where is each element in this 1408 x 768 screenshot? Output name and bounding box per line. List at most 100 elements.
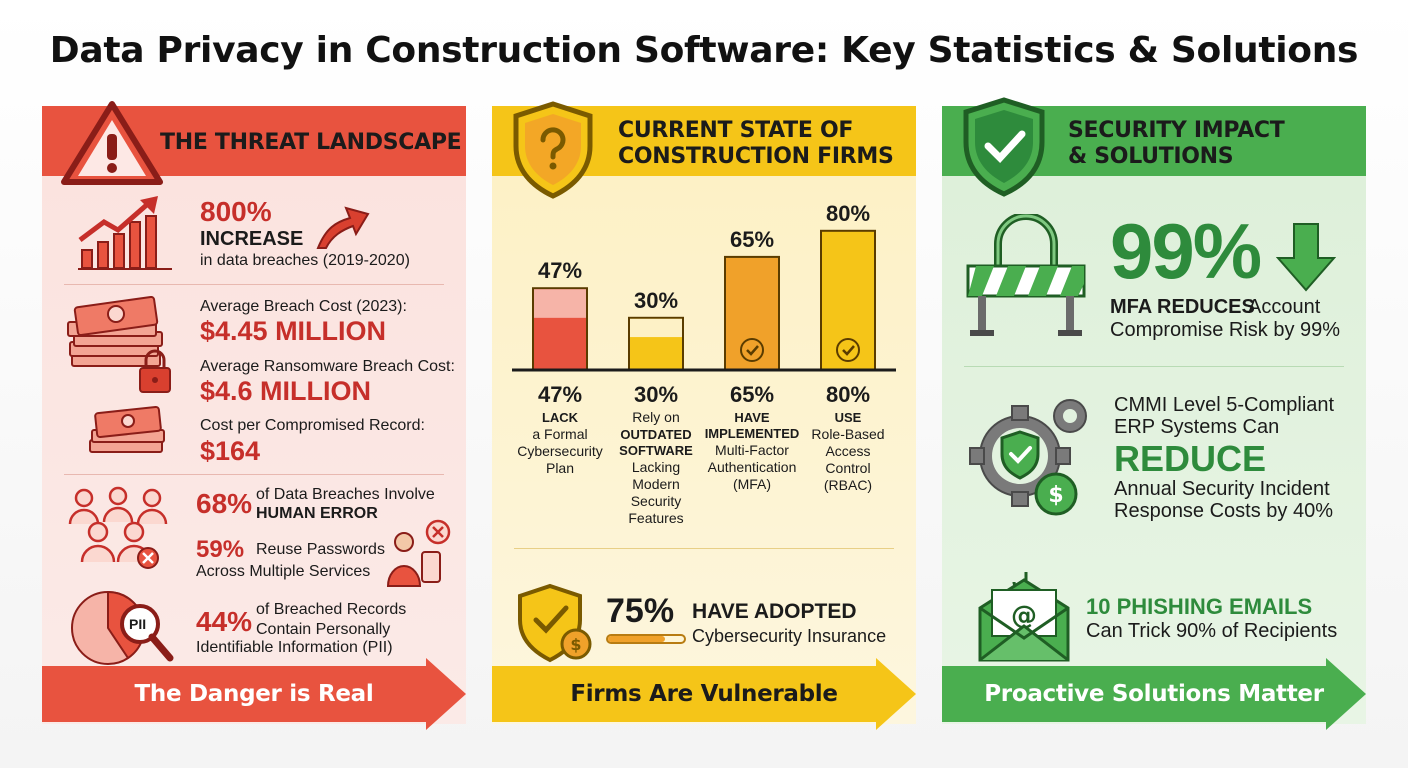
pii-badge: PII (129, 616, 147, 632)
check-icon (746, 345, 759, 356)
bar-category-text: Multi-Factor (715, 442, 789, 458)
adopted-pct: 75% (606, 592, 675, 630)
phish-bold: 10 PHISHING EMAILS (1086, 594, 1313, 619)
bar-category-text: Authentication (708, 459, 797, 475)
cmmi-line-2: ERP Systems Can (1114, 416, 1280, 438)
bar-category-bold: SOFTWARE (619, 443, 693, 458)
phishing-email-icon: @ (978, 572, 1070, 662)
cmmi-line-4: Response Costs by 40% (1114, 500, 1334, 522)
cmmi-big: REDUCE (1114, 438, 1267, 479)
mfa-bold: MFA REDUCES (1110, 296, 1255, 318)
phish-text: Can Trick 90% of Recipients (1086, 620, 1338, 642)
banner-arrow (42, 658, 466, 730)
check-circle-icon (836, 338, 860, 362)
bar-category-pct: 30% (634, 382, 678, 407)
human-pct: 68% (196, 488, 253, 519)
bar-category-text: (RBAC) (824, 477, 872, 493)
svg-text:$: $ (1048, 483, 1063, 508)
people-group-icon (68, 486, 168, 569)
bar-category-text: (MFA) (733, 476, 771, 492)
reuse-text: Reuse Passwords (256, 541, 385, 558)
increase-label: INCREASE (200, 228, 304, 250)
adopted-bold: HAVE ADOPTED (692, 600, 857, 623)
adopted-progress-fill (608, 636, 665, 642)
pii-text: of Breached Records (256, 601, 407, 618)
bar-category-text: Cybersecurity (517, 443, 603, 459)
bar-top-label: 65% (730, 227, 774, 252)
current-heading-2: CONSTRUCTION FIRMS (618, 144, 894, 169)
threat-column: THE THREAT LANDSCAPE 800% INCREASE in da… (42, 101, 466, 730)
bar-category-text: Rely on (632, 409, 679, 425)
divider (64, 284, 444, 285)
bar-category-text: Features (628, 510, 683, 526)
check-circle-icon (740, 338, 764, 362)
pie-magnifier-icon (71, 590, 174, 665)
bar-category-text: Access (825, 443, 870, 459)
bar-2 (628, 316, 684, 372)
current-banner-text: Firms Are Vulnerable (570, 681, 838, 707)
banner-arrow (492, 658, 916, 730)
divider (64, 474, 444, 475)
bar-category-bold: IMPLEMENTED (705, 426, 800, 441)
solutions-banner-text: Proactive Solutions Matter (984, 681, 1324, 707)
current-header: CURRENT STATE OF CONSTRUCTION FIRMS (492, 101, 916, 199)
divider (514, 548, 894, 549)
phone-user-icon (386, 519, 451, 587)
bar-category-text: Plan (546, 460, 574, 476)
human-text: of Data Breaches Involve (256, 486, 435, 503)
avg-breach-value: $4.45 MILLION (200, 316, 387, 346)
arrow-down-icon (1276, 223, 1336, 292)
record-value: $164 (200, 436, 261, 466)
reuse-text-2: Across Multiple Services (196, 563, 371, 580)
bar-category-text: Role-Based (811, 426, 884, 442)
pii-text-2: Contain Personally (256, 621, 391, 638)
bar-category-text: Modern (632, 476, 679, 492)
threat-banner: The Danger is Real (42, 658, 466, 730)
page-title: Data Privacy in Construction Software: K… (49, 30, 1359, 71)
bar-top-label: 47% (538, 258, 582, 283)
shield-check-icon (963, 97, 1045, 197)
threat-heading: THE THREAT LANDSCAPE (160, 130, 462, 155)
mfa-pct: 99% (1110, 207, 1262, 295)
divider (964, 366, 1344, 367)
arrow-up-icon (316, 206, 370, 249)
pii-text-3: Identifiable Information (PII) (196, 639, 393, 656)
warning-icon (61, 101, 163, 185)
mfa-text-2: Compromise Risk by 99% (1110, 319, 1341, 341)
money-stack-icon (67, 296, 171, 393)
adopted-text: Cybersecurity Insurance (692, 626, 887, 646)
cmmi-line-1: CMMI Level 5-Compliant (1114, 394, 1335, 416)
record-label: Cost per Compromised Record: (200, 417, 425, 434)
current-banner: Firms Are Vulnerable (492, 658, 916, 730)
bar-category-bold: OUTDATED (620, 427, 691, 442)
ransomware-value: $4.6 MILLION (200, 376, 372, 406)
solutions-heading-1: SECURITY IMPACT (1068, 118, 1285, 143)
bar-category-text: Lacking (632, 459, 680, 475)
bar-3 (724, 255, 780, 371)
current-heading-1: CURRENT STATE OF (618, 118, 854, 143)
adopted-progress-bar (606, 634, 686, 644)
bar-category-text: a Formal (532, 426, 587, 442)
bar-category-bold: USE (835, 410, 862, 425)
threat-banner-text: The Danger is Real (134, 681, 374, 707)
solutions-header: SECURITY IMPACT & SOLUTIONS (942, 97, 1366, 197)
increase-desc: in data breaches (2019-2020) (200, 252, 410, 269)
check-icon (842, 345, 855, 356)
bar-rect (820, 229, 876, 371)
bar-category-bold: HAVE (734, 410, 769, 425)
lock-barrier-icon (966, 214, 1086, 336)
pii-pct: 44% (196, 606, 253, 637)
bar-category-pct: 65% (730, 382, 774, 407)
cmmi-line-3: Annual Security Incident (1114, 478, 1330, 500)
mfa-text: Account (1248, 296, 1321, 318)
shield-coin-icon: $ (518, 583, 592, 663)
current-column: CURRENT STATE OF CONSTRUCTION FIRMS 47% 3… (492, 101, 916, 730)
bar-category-pct: 80% (826, 382, 870, 407)
bar-highlight (534, 289, 586, 318)
bar-category-text: Security (631, 493, 682, 509)
increase-value: 800% (200, 196, 272, 227)
svg-text:$: $ (570, 635, 581, 654)
human-bold: HUMAN ERROR (256, 505, 378, 522)
solutions-column: SECURITY IMPACT & SOLUTIONS 99% MFA REDU… (942, 97, 1366, 730)
